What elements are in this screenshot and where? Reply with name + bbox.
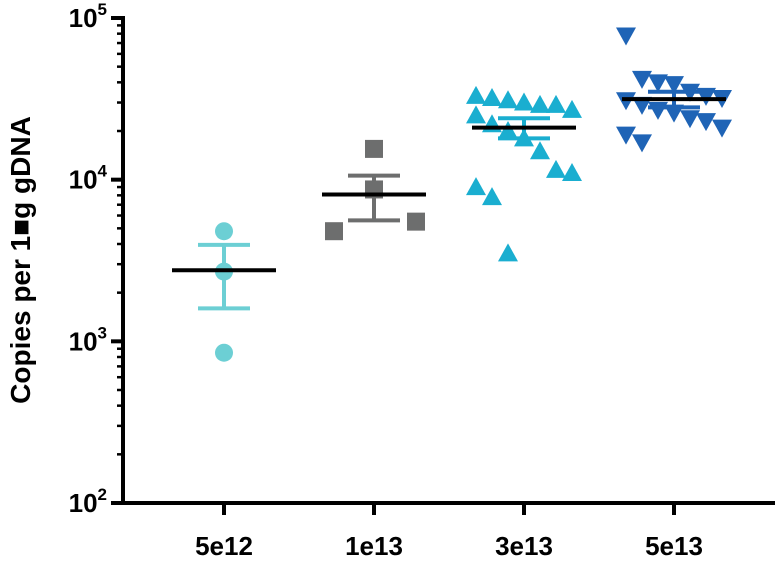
- x-category-label: 3e13: [495, 531, 553, 561]
- data-point: [466, 177, 486, 196]
- series-1e13: [322, 139, 426, 241]
- x-category-labels: 5e12 1e13 3e13 5e13: [195, 503, 703, 561]
- data-point: [498, 243, 518, 262]
- data-point: [696, 113, 716, 132]
- data-point: [696, 87, 716, 106]
- y-tick-label: 102: [69, 485, 107, 518]
- data-point: [215, 222, 233, 241]
- y-axis-label: Copies per 1■g gDNA: [5, 116, 36, 404]
- data-point: [215, 343, 233, 362]
- data-point: [466, 85, 486, 104]
- y-tick-label: 104: [69, 162, 108, 195]
- data-point: [466, 105, 486, 124]
- data-point: [530, 94, 550, 113]
- axes: [121, 16, 775, 505]
- data-point: [616, 126, 636, 145]
- data-point: [680, 110, 700, 129]
- data-point: [546, 159, 566, 178]
- data-point: [482, 187, 502, 206]
- data-point: [632, 96, 652, 115]
- data-point: [562, 162, 582, 181]
- data-point: [712, 119, 732, 138]
- data-point: [546, 94, 566, 113]
- y-tick-label: 103: [69, 323, 107, 356]
- y-ticks: 102 103 104 105: [69, 0, 123, 518]
- data-point: [498, 121, 518, 140]
- data-point: [325, 222, 343, 241]
- x-category-label: 5e13: [645, 531, 703, 561]
- data-point: [530, 141, 550, 160]
- data-point: [562, 99, 582, 118]
- data-point: [616, 92, 636, 111]
- y-tick-label: 105: [69, 0, 107, 33]
- data-point: [632, 134, 652, 153]
- data-point: [616, 27, 636, 46]
- x-category-label: 1e13: [345, 531, 403, 561]
- data-point: [407, 212, 425, 231]
- series-5e13: [616, 27, 732, 153]
- data-point: [632, 70, 652, 89]
- data-point: [514, 92, 534, 111]
- x-category-label: 5e12: [195, 531, 253, 561]
- data-point: [365, 139, 383, 158]
- plot-area: [172, 27, 732, 362]
- series-3e13: [466, 85, 582, 262]
- data-point: [648, 74, 668, 93]
- data-point: [498, 90, 518, 109]
- series-5e12: [172, 222, 276, 362]
- data-point: [482, 88, 502, 107]
- data-point: [664, 76, 684, 95]
